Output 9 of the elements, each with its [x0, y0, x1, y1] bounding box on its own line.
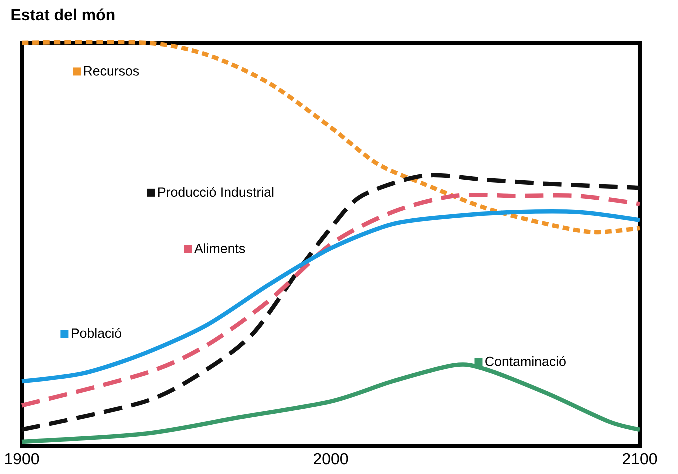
legend-label: Producció Industrial [158, 187, 274, 198]
x-tick-label: 2000 [314, 453, 348, 465]
legend-label: Contaminació [486, 356, 566, 366]
legend-label: Recursos [84, 66, 140, 76]
x-tick-label: 2100 [622, 453, 658, 465]
legend-label: Població [72, 328, 122, 338]
legend-label: Aliments [194, 244, 246, 254]
x-tick-label: 1900 [5, 453, 40, 465]
chart-title: Estat del món [12, 8, 115, 21]
